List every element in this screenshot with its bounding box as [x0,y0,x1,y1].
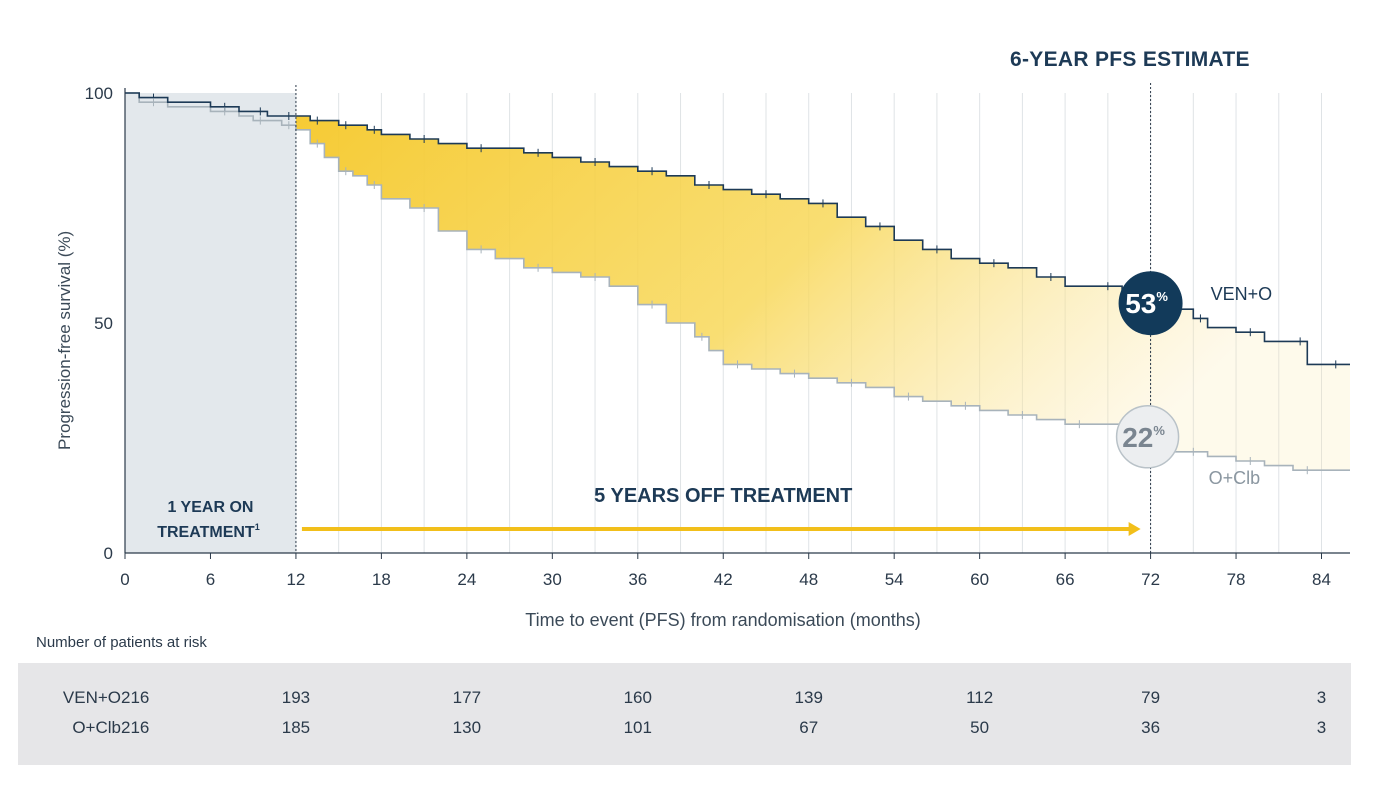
footnote-marker: 1 [255,522,260,532]
risk-row-oclb: O+Clb 216 185 130 101 67 50 36 3 [18,718,1351,742]
risk-cell: 216 [121,688,150,707]
risk-cell: 139 [794,688,823,707]
x-tick-label: 48 [799,570,818,589]
x-ticks: 0 6 12 18 24 30 36 42 48 54 60 66 72 78 84 [120,553,1331,589]
on-treatment-label-line1: 1 YEAR ON [167,499,253,516]
risk-cell: 112 [966,688,994,707]
x-tick-label: 60 [970,570,989,589]
risk-cell: 101 [623,718,652,737]
risk-cell: 177 [452,688,482,707]
risk-row-label: O+Clb [72,718,121,737]
difference-area [295,116,1350,471]
clb-estimate-badge [1115,405,1180,469]
risk-cell: 36 [1141,718,1161,737]
legend-oclb: O+Clb [1209,468,1261,488]
chart-title: 6-YEAR PFS ESTIMATE [1010,48,1250,71]
off-treatment-arrow [301,522,1141,536]
y-ticks: 0 50 100 [85,84,113,563]
legend-veno: VEN+O [1211,284,1273,304]
x-tick-label: 30 [543,570,562,589]
x-tick-label: 66 [1056,570,1075,589]
x-tick-label: 84 [1312,570,1331,589]
pfs-chart: 0 6 12 18 24 30 36 42 48 54 60 66 72 78 84 0 50 100 5 YE… [85,83,1350,630]
x-tick-label: 36 [628,570,647,589]
risk-cell: 79 [1141,688,1161,707]
risk-cell: 67 [799,718,819,737]
risk-cell: 193 [281,688,311,707]
x-tick-label: 78 [1227,570,1246,589]
risk-cell: 160 [623,688,652,707]
on-treatment-label-line2: TREATMENT1 [157,522,259,541]
risk-table-title: Number of patients at risk [36,634,207,651]
risk-table: VEN+O 216 193 177 160 139 112 79 3 O+Clb 216 185… [18,663,1351,765]
risk-cell: 3 [1316,718,1327,737]
y-tick-label: 0 [104,544,113,563]
y-axis-label: Progression-free survival (%) [55,230,74,450]
x-axis-label: Time to event (PFS) from randomisation (… [525,610,920,630]
x-tick-label: 12 [286,570,305,589]
y-tick-label: 100 [85,84,113,103]
risk-row-label: VEN+O [62,688,121,707]
ven-estimate-badge [1118,271,1183,336]
x-tick-label: 54 [885,570,904,589]
x-tick-label: 0 [120,570,129,589]
on-treatment-band [125,93,296,553]
risk-cell: 3 [1316,688,1327,707]
risk-row-veno: VEN+O 216 193 177 160 139 112 79 3 [18,688,1351,712]
x-tick-label: 72 [1141,570,1160,589]
x-tick-label: 6 [206,570,215,589]
risk-cell: 216 [121,718,150,737]
x-tick-label: 18 [372,570,391,589]
off-treatment-label: 5 YEARS OFF TREATMENT [594,485,852,507]
x-tick-label: 42 [714,570,733,589]
x-tick-label: 24 [457,570,476,589]
risk-cell: 185 [281,718,311,737]
risk-cell: 50 [970,718,990,737]
y-tick-label: 50 [94,314,113,333]
risk-cell: 130 [452,718,482,737]
